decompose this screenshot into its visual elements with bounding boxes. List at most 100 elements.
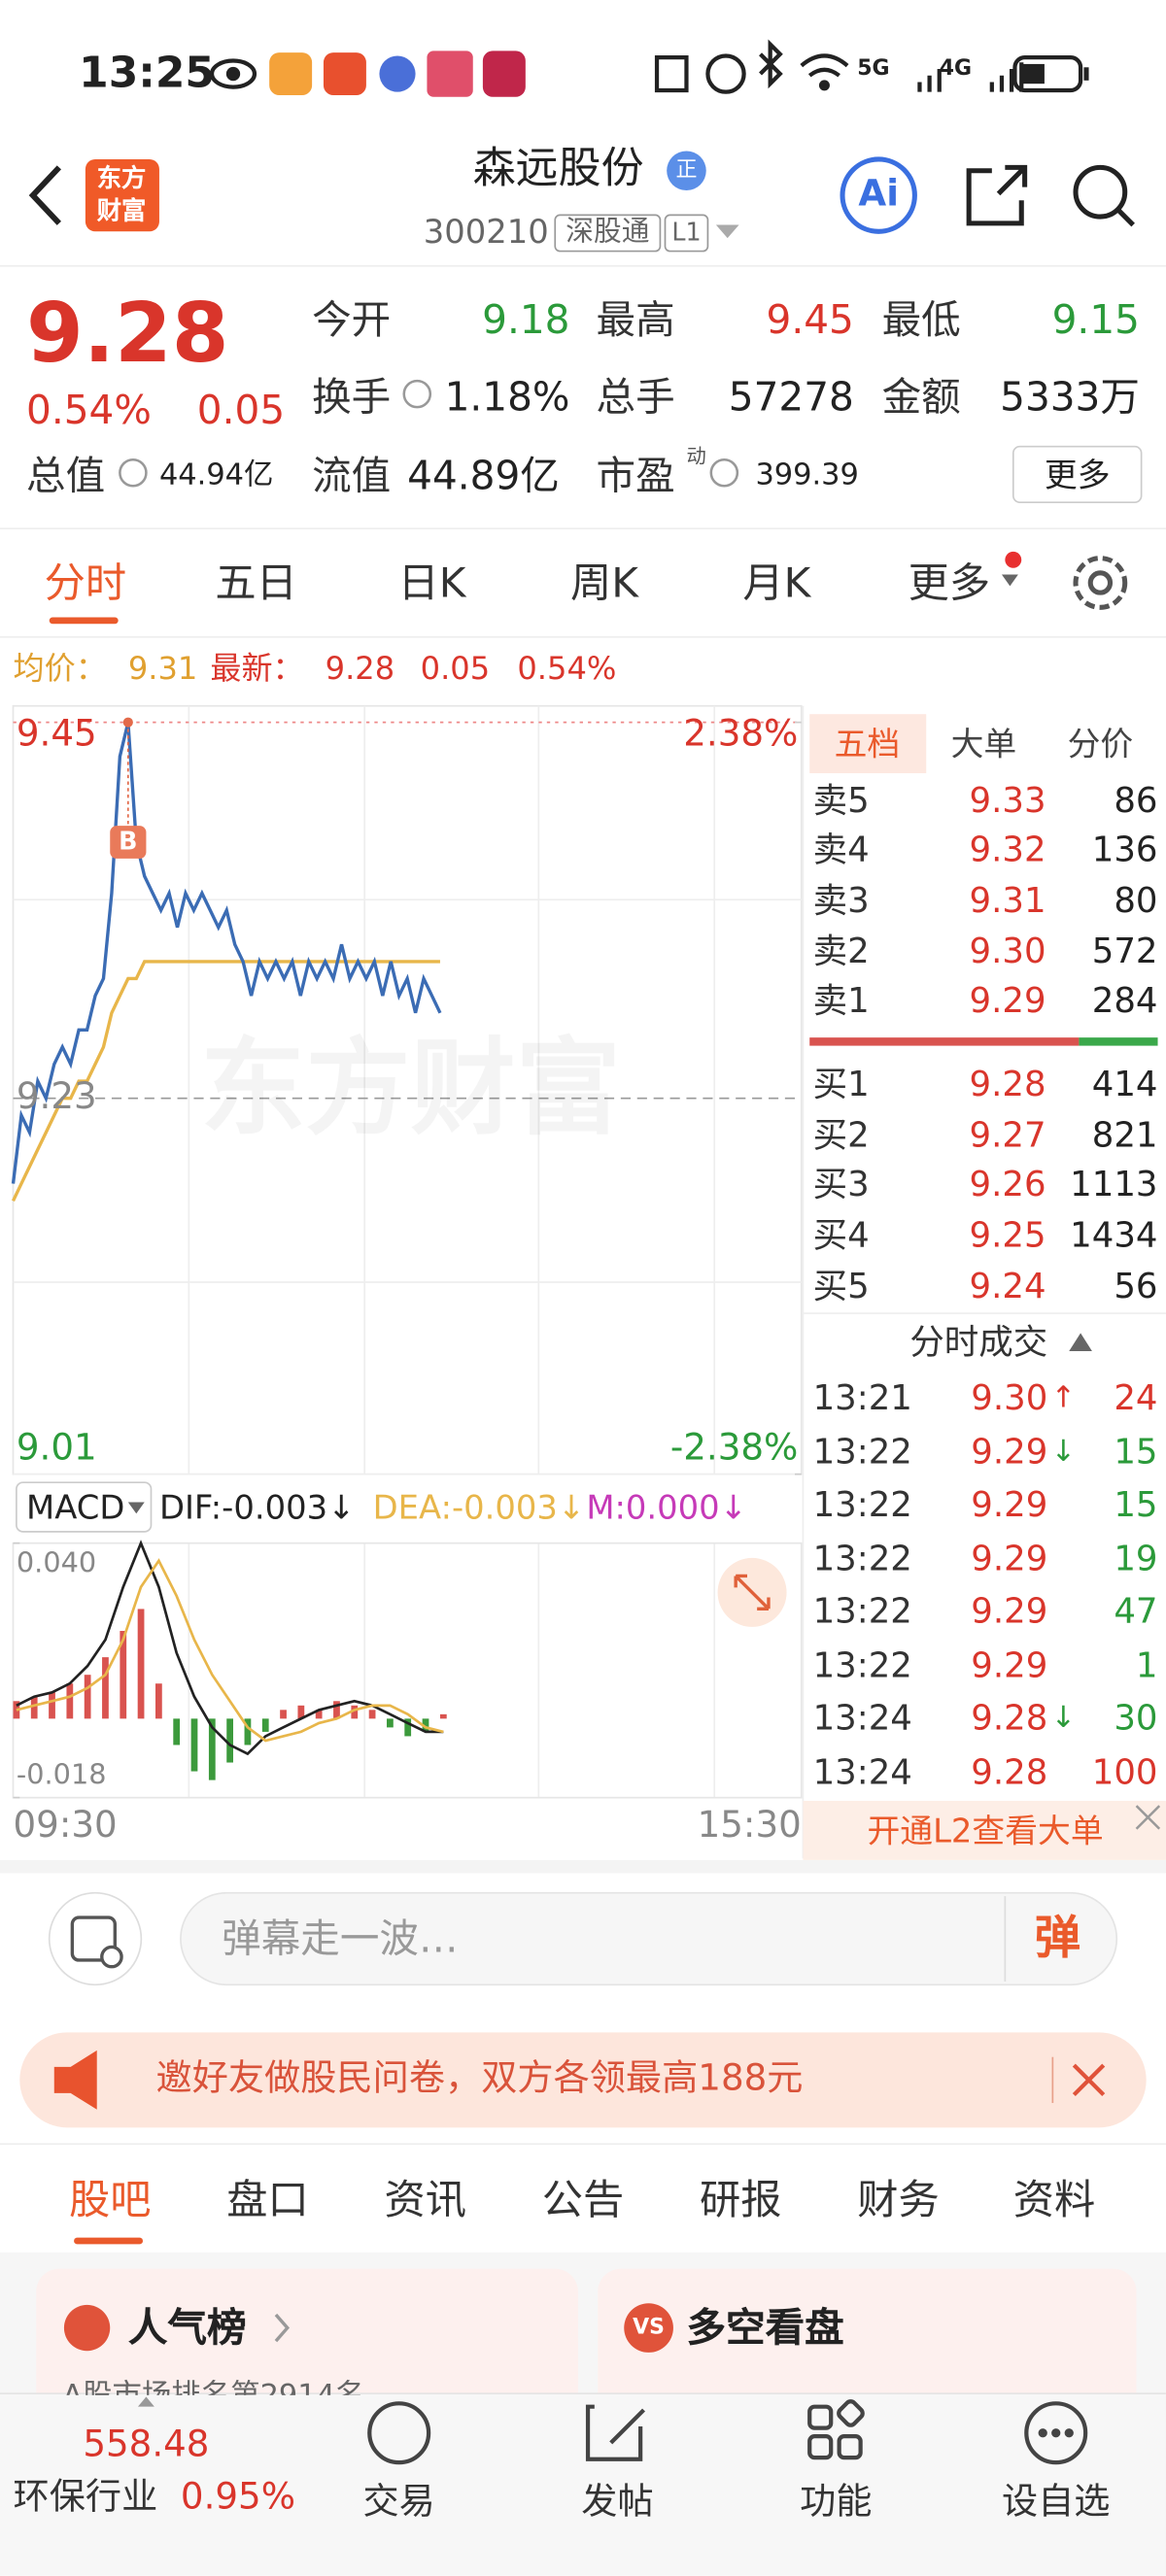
share-icon[interactable] xyxy=(966,164,1028,226)
section-tab[interactable]: 公告 xyxy=(541,2176,625,2224)
nav-item[interactable]: 交易 xyxy=(362,2482,435,2524)
stat-label: 总手 xyxy=(596,374,675,421)
book-volume: 1434 xyxy=(1070,1215,1158,1256)
chart-tab[interactable]: 月K xyxy=(742,559,811,607)
macd-title[interactable]: MACD xyxy=(26,1487,125,1527)
settings-icon[interactable] xyxy=(1073,556,1128,610)
book-volume: 1113 xyxy=(1070,1165,1158,1204)
stat-value: 5333万 xyxy=(1000,374,1140,421)
book-volume: 86 xyxy=(1114,780,1158,821)
trade-volume: 47 xyxy=(1114,1591,1158,1632)
book-price: 9.24 xyxy=(969,1266,1046,1306)
macd-bar xyxy=(439,1713,447,1719)
trade-direction: ↑ xyxy=(1050,1380,1077,1415)
index-value[interactable]: 558.48 xyxy=(83,2424,210,2466)
card-title[interactable]: 多空看盘 xyxy=(686,2304,844,2352)
book-price: 9.25 xyxy=(969,1215,1046,1256)
card-title[interactable]: 人气榜 xyxy=(127,2304,247,2352)
l2-bg xyxy=(803,1801,1166,1860)
section-tab[interactable]: 资料 xyxy=(1012,2176,1096,2224)
chart-tab[interactable]: 五日 xyxy=(215,559,297,607)
nav-item[interactable]: 功能 xyxy=(800,2482,873,2524)
expand-icon[interactable] xyxy=(717,1557,787,1627)
ai-button[interactable]: Ai xyxy=(858,174,899,216)
industry[interactable]: 环保行业 xyxy=(13,2477,158,2519)
back-icon[interactable] xyxy=(28,165,61,225)
book-tab[interactable]: 大单 xyxy=(950,724,1017,763)
book-label: 卖1 xyxy=(812,980,870,1021)
buy-marker-bg xyxy=(110,826,147,859)
section-tab[interactable]: 财务 xyxy=(857,2176,940,2224)
l2-link[interactable]: 开通L2查看大单 xyxy=(867,1811,1104,1850)
tag-box xyxy=(554,214,662,253)
nav-item[interactable]: 发帖 xyxy=(581,2482,654,2524)
trade-direction: ↓ xyxy=(1050,1700,1077,1736)
chart-tab[interactable]: 分时 xyxy=(44,559,127,607)
section-tab[interactable]: 资讯 xyxy=(384,2176,467,2224)
stat-value: 57278 xyxy=(728,374,854,421)
danmaku-button[interactable]: 弹 xyxy=(1034,1911,1081,1966)
macd-bar xyxy=(404,1718,412,1737)
stat-value: 9.15 xyxy=(1051,296,1140,344)
legend-entry: DEA:-0.003↓ xyxy=(372,1487,586,1527)
search-icon[interactable] xyxy=(1073,164,1135,227)
y-tick-label: 9.01 xyxy=(16,1428,97,1470)
x-tick-label: 09:30 xyxy=(13,1806,118,1847)
book-price: 9.29 xyxy=(969,980,1046,1021)
stat-label: 换手 xyxy=(312,374,392,421)
trade-price: 9.29 xyxy=(971,1591,1048,1632)
book-tab[interactable]: 五档 xyxy=(834,724,901,763)
section-tab[interactable]: 股吧 xyxy=(68,2176,152,2224)
tag-box xyxy=(664,214,709,253)
ask-bid-bar xyxy=(809,1037,1080,1046)
macd-select[interactable] xyxy=(16,1481,153,1533)
trade-direction: ↓ xyxy=(1050,1434,1077,1469)
section-tab[interactable]: 盘口 xyxy=(226,2176,309,2224)
trade-price: 9.30 xyxy=(971,1377,1048,1418)
banner-bg[interactable] xyxy=(19,2032,1147,2128)
chart-tab[interactable]: 日K xyxy=(397,559,466,607)
chart-tab[interactable]: 更多 xyxy=(908,559,991,607)
macd-bar xyxy=(190,1718,198,1772)
trade-price: 9.28 xyxy=(971,1698,1048,1738)
trade-time: 13:21 xyxy=(812,1377,912,1418)
trade-volume: 30 xyxy=(1114,1698,1158,1738)
chart-tab[interactable]: 周K xyxy=(569,559,638,607)
trade-time: 13:24 xyxy=(812,1698,912,1738)
banner-text[interactable]: 邀好友做股民问卷，双方各领最高188元 xyxy=(155,2058,804,2100)
book-price: 9.26 xyxy=(969,1165,1046,1204)
trade-time: 13:24 xyxy=(812,1751,912,1791)
price-line xyxy=(11,722,442,1184)
legend-entry: DIF:-0.003↓ xyxy=(158,1487,356,1527)
comment-input[interactable] xyxy=(180,1891,1118,1986)
x-tick-label: 15:30 xyxy=(697,1806,802,1847)
close-icon[interactable] xyxy=(1072,2063,1106,2097)
comment-icon[interactable] xyxy=(48,1891,143,1986)
close-icon[interactable] xyxy=(1135,1805,1161,1830)
badge-bg xyxy=(667,151,706,191)
trade-price: 9.28 xyxy=(971,1751,1048,1791)
ai-button[interactable] xyxy=(840,156,917,234)
dropdown-icon[interactable] xyxy=(715,224,739,239)
avg-line xyxy=(11,960,440,1203)
up-icon xyxy=(137,2396,154,2407)
more-button[interactable]: 更多 xyxy=(1044,455,1111,494)
collapse-icon[interactable] xyxy=(1069,1333,1092,1351)
macd-bar xyxy=(102,1657,109,1719)
trades-title[interactable]: 分时成交 xyxy=(909,1322,1048,1362)
stat-label: 市盈 xyxy=(596,453,675,499)
book-tab[interactable]: 分价 xyxy=(1067,724,1134,763)
macd-bar xyxy=(333,1701,340,1719)
comment-placeholder[interactable]: 弹幕走一波… xyxy=(222,1915,459,1962)
book-label: 买4 xyxy=(812,1215,870,1256)
dropdown-icon xyxy=(1001,574,1018,587)
macd-bar xyxy=(368,1710,376,1719)
nav-item[interactable]: 设自选 xyxy=(1001,2482,1111,2524)
nav-icons[interactable] xyxy=(367,2399,1088,2465)
section-tab[interactable]: 研报 xyxy=(699,2176,782,2224)
more-button[interactable] xyxy=(1012,445,1143,504)
macd-bar xyxy=(280,1710,287,1719)
book-price: 9.30 xyxy=(969,932,1046,971)
last-label: 最新： xyxy=(210,651,304,688)
